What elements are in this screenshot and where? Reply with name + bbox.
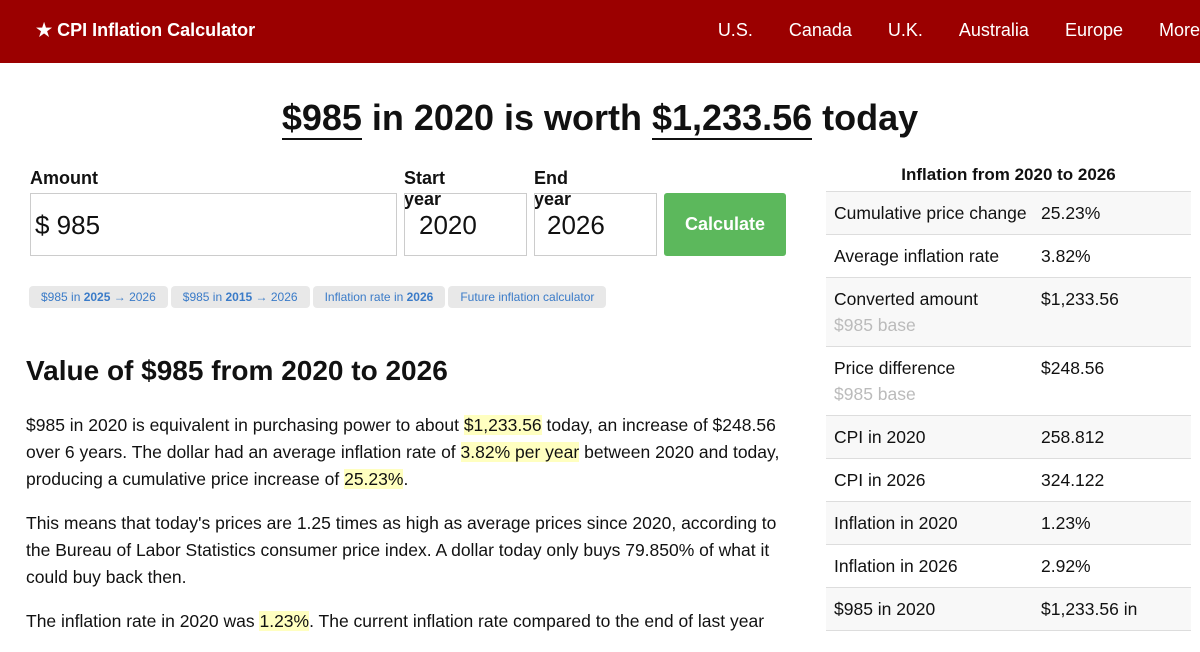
nav-europe[interactable]: Europe bbox=[1064, 20, 1123, 40]
row-value: 258.812 bbox=[1041, 427, 1105, 447]
row-label: Average inflation rate bbox=[834, 246, 1000, 266]
row-sublabel: $985 base bbox=[834, 384, 916, 404]
inflation-summary-table: Inflation from 2020 to 2026 Cumulative p… bbox=[826, 160, 1191, 631]
table-row: CPI in 2020 258.812 bbox=[826, 416, 1191, 459]
top-nav: U.S. Canada U.K. Australia Europe More bbox=[682, 20, 1200, 41]
article-body: $985 in 2020 is equivalent in purchasing… bbox=[26, 412, 796, 652]
paragraph: The inflation rate in 2020 was 1.23%. Th… bbox=[26, 611, 765, 631]
headline-amount: $985 bbox=[281, 97, 362, 140]
row-value: $1,233.56 in bbox=[1041, 599, 1138, 619]
headline-text: in 2020 is worth bbox=[361, 97, 652, 138]
nav-australia[interactable]: Australia bbox=[958, 20, 1029, 40]
table-row: Converted amount $985 base $1,233.56 bbox=[826, 278, 1191, 347]
nav-more[interactable]: More bbox=[1158, 20, 1200, 40]
quick-links: $985 in 2025 → 2026 $985 in 2015 → 2026 … bbox=[29, 286, 609, 308]
nav-us[interactable]: U.S. bbox=[717, 20, 753, 40]
table-row: $985 in 2020 $1,233.56 in bbox=[826, 588, 1191, 631]
row-label: Cumulative price change bbox=[834, 203, 1027, 223]
table-title: Inflation from 2020 to 2026 bbox=[826, 160, 1191, 192]
row-label: Price difference $985 base bbox=[834, 355, 1041, 407]
table-row: Inflation in 2020 1.23% bbox=[826, 502, 1191, 545]
row-label: Inflation in 2026 bbox=[834, 556, 958, 576]
row-value: 1.23% bbox=[1041, 513, 1091, 533]
quick-link[interactable]: $985 in 2015 → 2026 bbox=[170, 286, 310, 308]
quick-link[interactable]: $985 in 2025 → 2026 bbox=[29, 286, 168, 308]
row-sublabel: $985 base bbox=[834, 315, 916, 335]
paragraph: This means that today's prices are 1.25 … bbox=[26, 513, 777, 587]
table-row: Inflation in 2026 2.92% bbox=[826, 545, 1191, 588]
section-title: Value of $985 from 2020 to 2026 bbox=[26, 355, 448, 386]
amount-label: Amount bbox=[30, 168, 98, 188]
start-year-label: Start year bbox=[404, 168, 446, 209]
calculate-button[interactable]: Calculate bbox=[664, 193, 786, 256]
row-label: CPI in 2026 bbox=[834, 470, 926, 490]
table-row: CPI in 2026 324.122 bbox=[826, 459, 1191, 502]
quick-link[interactable]: Inflation rate in 2026 bbox=[312, 286, 446, 308]
row-value: 324.122 bbox=[1041, 470, 1105, 490]
table-row: Cumulative price change 25.23% bbox=[826, 192, 1191, 235]
row-label: Inflation in 2020 bbox=[834, 513, 958, 533]
row-value: $1,233.56 bbox=[1041, 289, 1119, 309]
row-label: CPI in 2020 bbox=[834, 427, 926, 447]
table-row: Price difference $985 base $248.56 bbox=[826, 347, 1191, 416]
row-label: Converted amount $985 base bbox=[834, 286, 1041, 338]
end-year-input[interactable]: 2026 bbox=[534, 193, 657, 256]
headline-converted: $1,233.56 bbox=[652, 97, 813, 140]
nav-canada[interactable]: Canada bbox=[788, 20, 852, 40]
start-year-input[interactable]: 2020 bbox=[404, 193, 527, 256]
row-value: $248.56 bbox=[1041, 358, 1105, 378]
quick-link[interactable]: Future inflation calculator bbox=[448, 286, 607, 308]
paragraph: $985 in 2020 is equivalent in purchasing… bbox=[26, 415, 780, 489]
brand-logo[interactable]: ★ CPI Inflation Calculator bbox=[36, 20, 256, 40]
site-header: ★ CPI Inflation Calculator U.S. Canada U… bbox=[0, 0, 1200, 63]
table-row: Average inflation rate 3.82% bbox=[826, 235, 1191, 278]
page-title: $985 in 2020 is worth $1,233.56 today bbox=[0, 97, 1200, 140]
amount-input[interactable]: $ 985 bbox=[30, 193, 397, 256]
row-value: 2.92% bbox=[1041, 556, 1091, 576]
row-value: 25.23% bbox=[1041, 203, 1101, 223]
headline-end: today bbox=[812, 97, 919, 138]
nav-uk[interactable]: U.K. bbox=[887, 20, 923, 40]
end-year-label: End year bbox=[534, 168, 572, 209]
row-value: 3.82% bbox=[1041, 246, 1091, 266]
row-label: $985 in 2020 bbox=[834, 599, 936, 619]
